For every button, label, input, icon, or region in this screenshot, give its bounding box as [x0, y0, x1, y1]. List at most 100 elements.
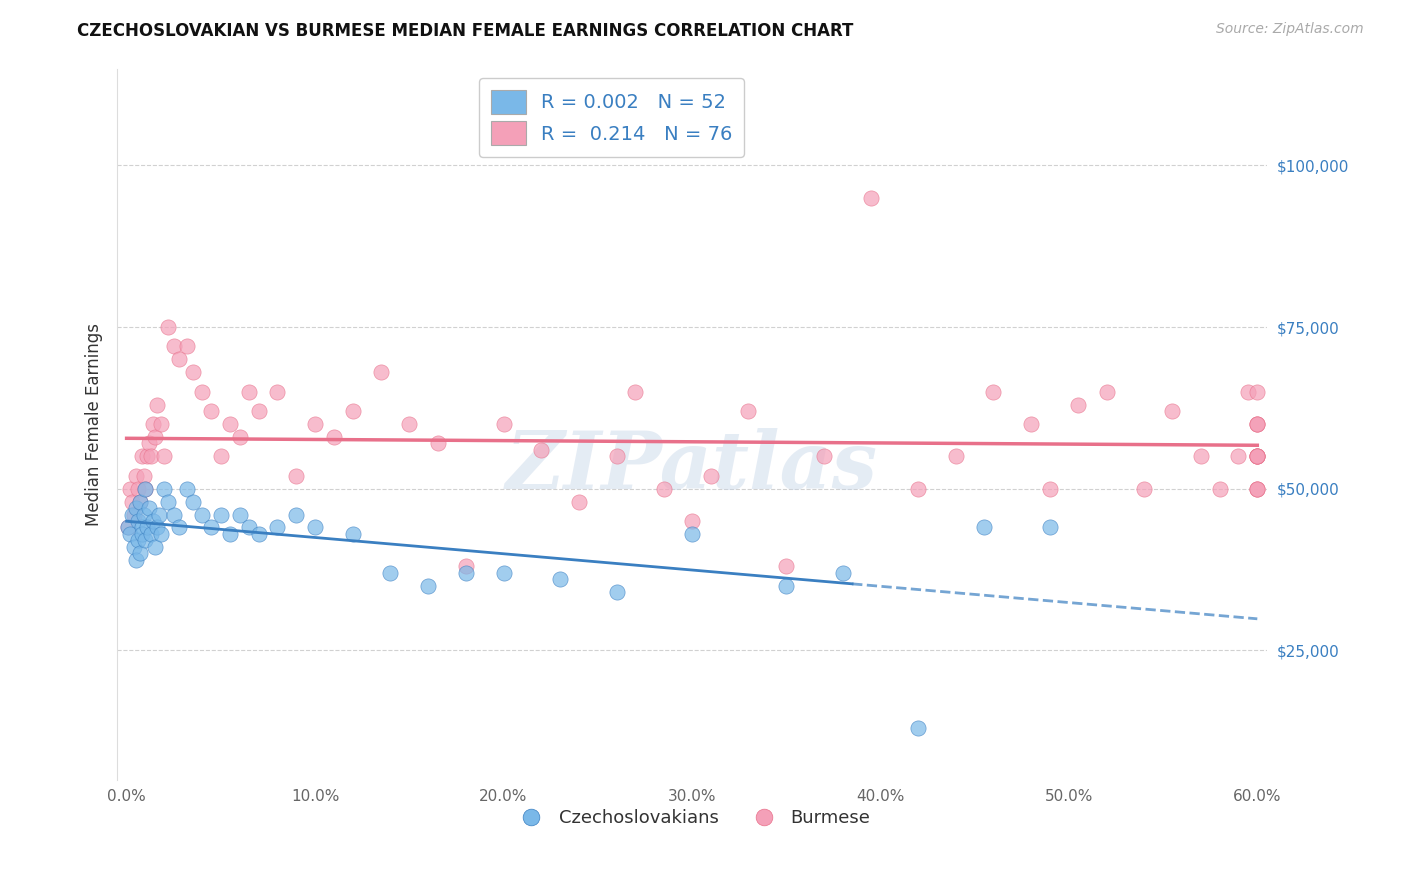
Point: [426, 436, 449, 450]
Point: [200, 520, 222, 534]
Point: [139, 450, 162, 464]
Text: ZIPatlas: ZIPatlas: [506, 428, 877, 506]
Point: [238, 384, 260, 399]
Point: [492, 566, 515, 580]
Point: [138, 501, 160, 516]
Point: [1246, 417, 1268, 431]
Point: [606, 450, 628, 464]
Point: [143, 430, 166, 444]
Point: [136, 520, 159, 534]
Point: [149, 417, 172, 431]
Point: [143, 540, 166, 554]
Point: [139, 527, 162, 541]
Point: [1246, 482, 1268, 496]
Point: [285, 508, 308, 522]
Point: [191, 508, 214, 522]
Text: CZECHOSLOVAKIAN VS BURMESE MEDIAN FEMALE EARNINGS CORRELATION CHART: CZECHOSLOVAKIAN VS BURMESE MEDIAN FEMALE…: [77, 22, 853, 40]
Point: [681, 514, 703, 528]
Point: [1227, 450, 1250, 464]
Point: [117, 520, 139, 534]
Point: [209, 508, 232, 522]
Point: [342, 527, 364, 541]
Point: [142, 514, 165, 528]
Point: [176, 339, 198, 353]
Point: [209, 450, 232, 464]
Point: [131, 520, 153, 534]
Point: [983, 384, 1005, 399]
Point: [125, 553, 148, 567]
Point: [266, 520, 288, 534]
Point: [145, 520, 167, 534]
Point: [1161, 404, 1184, 418]
Point: [219, 527, 242, 541]
Point: [1039, 520, 1062, 534]
Point: [1246, 417, 1268, 431]
Point: [128, 494, 150, 508]
Point: [121, 508, 143, 522]
Point: [131, 450, 153, 464]
Point: [157, 494, 180, 508]
Point: [157, 320, 180, 334]
Point: [1246, 417, 1268, 431]
Point: [127, 482, 149, 496]
Point: [1246, 482, 1268, 496]
Point: [1039, 482, 1062, 496]
Point: [342, 404, 364, 418]
Point: [418, 579, 440, 593]
Point: [1246, 450, 1268, 464]
Point: [136, 450, 159, 464]
Point: [122, 540, 145, 554]
Point: [945, 450, 967, 464]
Point: [134, 482, 156, 496]
Point: [1246, 384, 1268, 399]
Point: [176, 482, 198, 496]
Point: [247, 527, 270, 541]
Point: [122, 508, 145, 522]
Point: [134, 482, 156, 496]
Text: Source: ZipAtlas.com: Source: ZipAtlas.com: [1216, 22, 1364, 37]
Legend: Czechoslovakians, Burmese: Czechoslovakians, Burmese: [506, 802, 877, 835]
Point: [117, 520, 139, 534]
Point: [219, 417, 242, 431]
Point: [831, 566, 853, 580]
Point: [125, 501, 148, 516]
Point: [398, 417, 420, 431]
Point: [1189, 450, 1212, 464]
Point: [228, 430, 250, 444]
Point: [1246, 450, 1268, 464]
Point: [1095, 384, 1118, 399]
Point: [169, 352, 191, 367]
Point: [153, 450, 176, 464]
Point: [127, 514, 149, 528]
Point: [1246, 450, 1268, 464]
Point: [120, 527, 142, 541]
Point: [169, 520, 191, 534]
Point: [132, 468, 155, 483]
Point: [121, 494, 143, 508]
Point: [238, 520, 260, 534]
Point: [700, 468, 723, 483]
Point: [1208, 482, 1230, 496]
Point: [120, 482, 142, 496]
Point: [492, 417, 515, 431]
Point: [128, 546, 150, 560]
Point: [568, 494, 591, 508]
Point: [380, 566, 402, 580]
Point: [128, 494, 150, 508]
Point: [681, 527, 703, 541]
Y-axis label: Median Female Earnings: Median Female Earnings: [86, 323, 103, 525]
Point: [1237, 384, 1260, 399]
Point: [181, 494, 204, 508]
Point: [1246, 482, 1268, 496]
Point: [304, 417, 326, 431]
Point: [454, 559, 477, 574]
Point: [907, 721, 929, 735]
Point: [163, 508, 186, 522]
Point: [132, 508, 155, 522]
Point: [191, 384, 214, 399]
Point: [200, 404, 222, 418]
Point: [775, 579, 797, 593]
Point: [138, 436, 160, 450]
Point: [145, 398, 167, 412]
Point: [148, 508, 170, 522]
